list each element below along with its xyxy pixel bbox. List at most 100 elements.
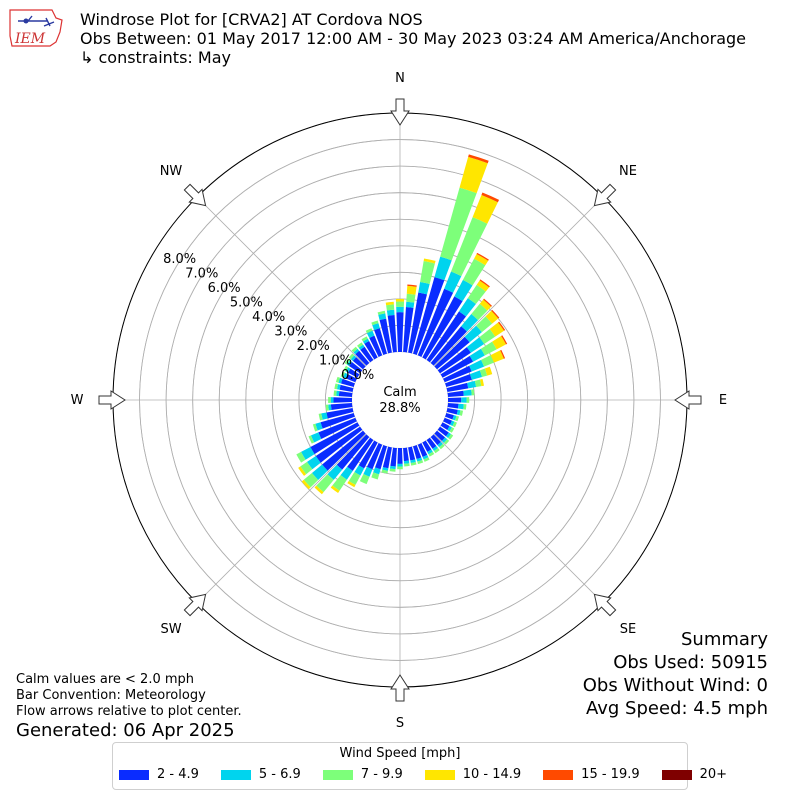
flow-arrow-icon <box>593 593 617 617</box>
chart-header: Windrose Plot for [CRVA2] AT Cordova NOS… <box>80 10 746 67</box>
bar-segment <box>443 365 472 383</box>
bar-segment <box>501 335 508 345</box>
bar-segment <box>450 420 455 427</box>
bar-segment <box>412 277 445 355</box>
bar-segment <box>386 304 395 311</box>
bar-segment <box>463 389 472 396</box>
generated-date: Generated: 06 Apr 2025 <box>16 720 235 741</box>
bar-segment <box>461 313 479 332</box>
legend-label: 5 - 6.9 <box>258 767 301 782</box>
bar-segment <box>316 474 334 493</box>
bar-segment <box>440 187 477 261</box>
bar-segment <box>301 446 315 460</box>
bar-segment <box>347 437 374 471</box>
bar-segment <box>430 434 441 446</box>
radial-tick-label: 1.0% <box>319 353 352 368</box>
bar-segment <box>476 280 490 292</box>
bar-segment <box>481 192 500 203</box>
bar-segment <box>332 475 347 491</box>
bar-segment <box>350 355 357 361</box>
bar-segment <box>397 463 403 467</box>
radial-ticks: 0.0%1.0%2.0%3.0%4.0%5.0%6.0%7.0%8.0% <box>163 252 374 383</box>
bar-segment <box>303 473 319 488</box>
bar-segment <box>386 309 395 316</box>
summary-title: Summary <box>681 629 768 650</box>
bar-segment <box>387 315 397 353</box>
bar-segment <box>327 464 343 480</box>
flow-arrow-icon <box>390 674 410 702</box>
bar-segment <box>385 301 394 306</box>
legend-item: 7 - 9.9 <box>322 767 403 782</box>
bar-segment <box>311 464 328 480</box>
bar-segment <box>466 337 485 353</box>
compass-s: S <box>396 716 404 731</box>
bar-segment <box>326 408 354 419</box>
summary-avg-speed: Avg Speed: 4.5 mph <box>586 698 768 719</box>
bar-segment <box>315 422 323 431</box>
bar-segment <box>483 298 493 307</box>
bar-segment <box>322 430 366 471</box>
bar-segment <box>330 403 353 411</box>
bar-segment <box>437 426 449 437</box>
bar-segment <box>467 284 486 305</box>
bar-segment <box>422 296 463 360</box>
bar-segment <box>405 301 415 308</box>
bar-segment <box>296 451 306 463</box>
bar-segment <box>314 485 324 495</box>
compass-ne: NE <box>619 164 637 179</box>
bar-segment <box>417 459 424 465</box>
bar-segment <box>374 328 388 355</box>
bar-segment <box>371 320 379 326</box>
bar-segment <box>363 466 373 477</box>
bar-segment <box>479 378 484 387</box>
bar-segment <box>310 432 322 443</box>
bar-segment <box>445 432 451 439</box>
bar-segment <box>362 338 370 344</box>
bar-segment <box>439 443 445 450</box>
bar-segment <box>420 261 435 285</box>
bar-segment <box>458 403 464 410</box>
bar-segment <box>452 421 457 428</box>
bar-segment <box>381 469 388 474</box>
bar-segment <box>307 456 321 470</box>
bar-segment <box>448 433 454 440</box>
bar-segment <box>355 350 370 366</box>
iem-logo: IEM <box>9 9 63 47</box>
bar-segment <box>359 473 370 485</box>
bar-segment <box>417 288 454 357</box>
bar-segment <box>336 434 370 470</box>
bar-segment <box>463 404 467 410</box>
bar-segment <box>422 454 429 460</box>
bar-segment <box>443 417 453 425</box>
flow-arrow-icon <box>390 98 410 126</box>
legend-swatch <box>322 769 353 780</box>
bar-segment <box>440 422 450 430</box>
bar-segment <box>410 461 417 466</box>
bar-segment <box>334 383 339 390</box>
bar-segment <box>479 368 488 378</box>
radial-tick-label: 4.0% <box>252 310 285 325</box>
speed-legend: Wind Speed [mph] 2 - 4.9 5 - 6.9 7 - 9.9 10… <box>112 742 727 790</box>
bar-segment <box>346 360 352 367</box>
bar-segment <box>365 328 373 334</box>
bar-segment <box>451 217 488 277</box>
flow-arrow-icon <box>183 593 207 617</box>
legend-items: 2 - 4.9 5 - 6.9 7 - 9.9 10 - 14.9 15 - 19.9 2… <box>119 767 749 782</box>
bar-segment <box>452 415 457 421</box>
bar-segment <box>345 367 351 373</box>
bar-segment <box>474 253 489 266</box>
bar-segment <box>348 471 361 485</box>
legend-swatch <box>661 769 692 780</box>
bar-segment <box>406 285 417 295</box>
bar-segment <box>343 365 349 372</box>
bar-segment <box>375 445 388 470</box>
bar-segment <box>471 303 488 321</box>
bar-segment <box>441 437 448 443</box>
radial-tick-label: 2.0% <box>297 339 330 354</box>
bar-segment <box>476 316 493 333</box>
bar-segment <box>360 346 374 363</box>
logo-text: IEM <box>14 31 46 47</box>
bar-segment <box>417 443 428 457</box>
bar-segment <box>312 423 318 432</box>
bar-segment <box>321 412 328 420</box>
